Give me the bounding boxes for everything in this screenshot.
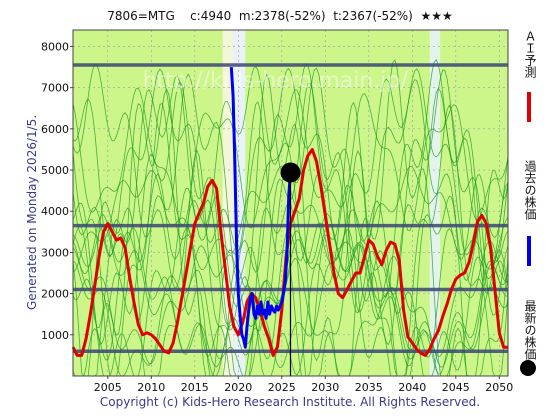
x-tick-label: 2045 [442, 381, 470, 394]
legend-swatch-past [527, 236, 531, 266]
legend: ＡＩ予測 過去の株価 最新の株価 [519, 30, 541, 380]
y-tick-label: 7000 [41, 82, 69, 95]
past-price-line [229, 67, 292, 349]
forecast-path-line [72, 67, 509, 258]
min-price: m:2378(-52%) [238, 9, 326, 23]
forecast-path-line [72, 59, 509, 377]
y-tick-label: 4000 [41, 205, 69, 218]
x-axis-ticks: 2005 2010 2015 2020 2025 2030 2035 2040 2045 2050 [94, 376, 513, 394]
x-tick-label: 2030 [311, 381, 339, 394]
watermark: http://kids-hero.main.jp/ [143, 69, 409, 94]
x-tick-label: 2010 [137, 381, 165, 394]
highlight-band [429, 30, 441, 376]
rating-stars: ★★★ [420, 9, 453, 23]
y-axis-ticks: 1000 2000 3000 4000 5000 6000 7000 8000 [41, 40, 73, 342]
latest-price-group [280, 162, 301, 376]
legend-item-ai: ＡＩ予測 [519, 30, 541, 150]
legend-label-past: 過去の株価 [523, 160, 537, 220]
forecast-path-line [72, 58, 509, 329]
legend-label-ai: ＡＩ予測 [523, 30, 537, 78]
x-tick-label: 2005 [94, 381, 122, 394]
forecast-path-line [72, 63, 509, 289]
x-tick-label: 2035 [355, 381, 383, 394]
copyright-footer: Copyright (c) Kids-Hero Research Institu… [99, 395, 481, 409]
generated-date-label: Generated on Monday 2026/1/5. [25, 114, 39, 310]
x-tick-label: 2015 [181, 381, 209, 394]
y-tick-label: 1000 [41, 329, 69, 342]
y-tick-label: 5000 [41, 164, 69, 177]
past-price-series [229, 67, 292, 349]
latest-price-dot [280, 162, 301, 183]
axes [72, 29, 509, 377]
x-tick-label: 2020 [224, 381, 252, 394]
y-tick-label: 6000 [41, 123, 69, 136]
target-price: t:2367(-52%) [333, 9, 413, 23]
chart-title: 7806=MTG c:4940 m:2378(-52%) t:2367(-52%… [0, 9, 560, 23]
legend-item-past: 過去の株価 [519, 160, 541, 290]
highlight-band [222, 30, 234, 376]
y-tick-label: 3000 [41, 246, 69, 259]
x-tick-label: 2040 [398, 381, 426, 394]
plot-frame [72, 29, 509, 377]
x-tick-label: 2025 [268, 381, 296, 394]
legend-swatch-latest [520, 360, 536, 376]
forecast-path-line [72, 87, 509, 231]
current-price: c:4940 [190, 9, 232, 23]
legend-item-latest: 最新の株価 [519, 300, 541, 380]
x-tick-label: 2050 [485, 381, 513, 394]
stock-code: 7806=MTG [107, 9, 175, 23]
legend-swatch-ai [527, 92, 531, 122]
y-tick-label: 8000 [41, 40, 69, 53]
legend-label-latest: 最新の株価 [523, 300, 537, 360]
y-tick-label: 2000 [41, 288, 69, 301]
